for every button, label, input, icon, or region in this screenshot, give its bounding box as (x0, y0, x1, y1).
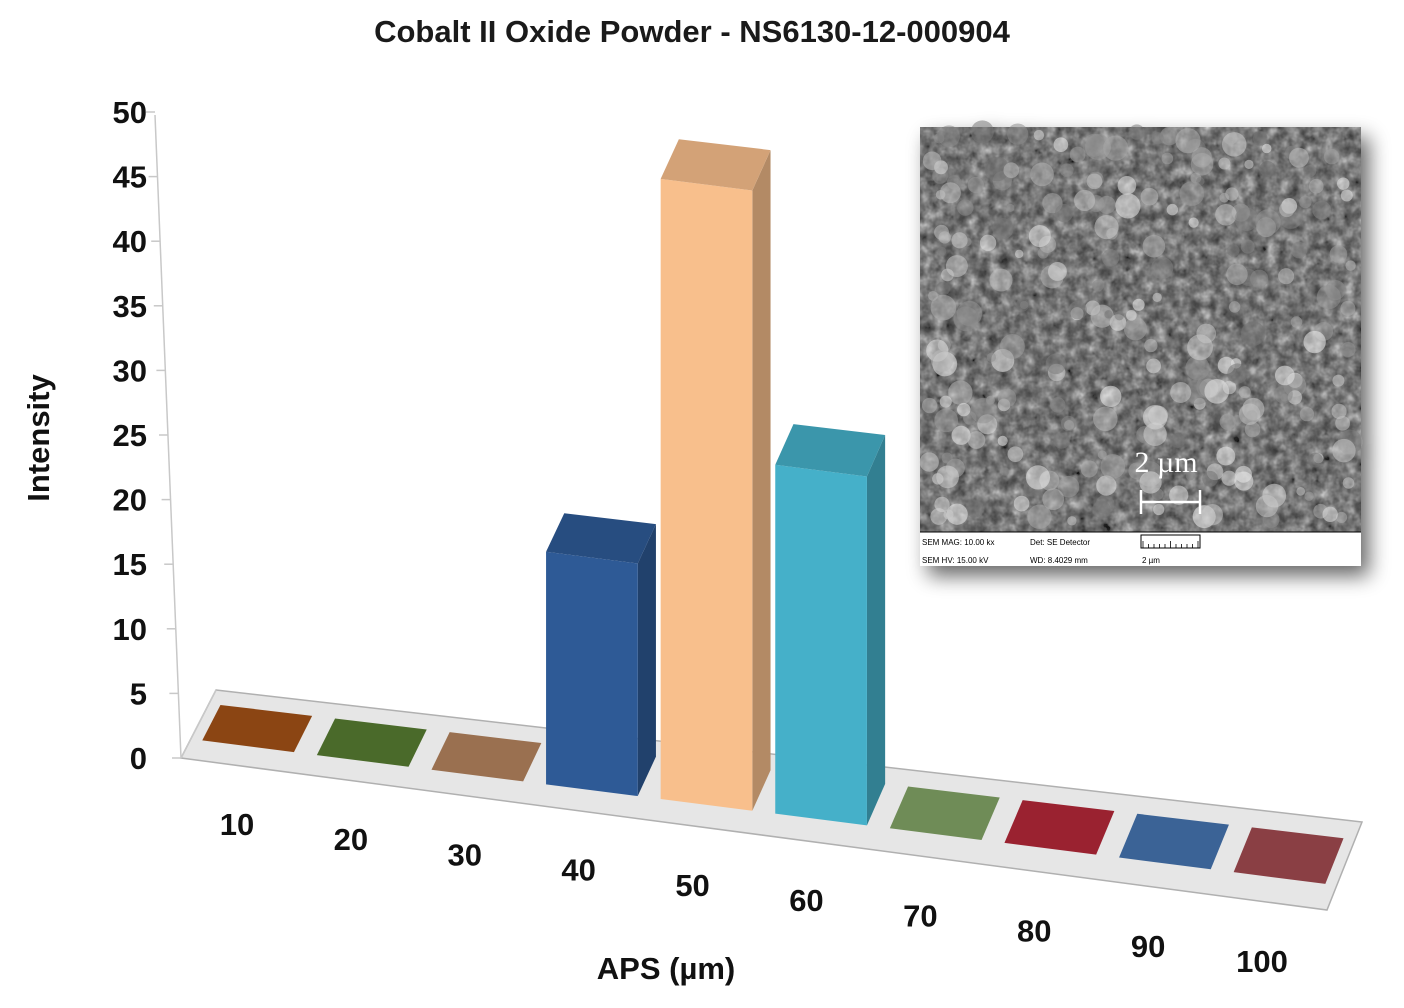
bar-60 (775, 424, 886, 826)
chart-title: Cobalt II Oxide Powder - NS6130-12-00090… (374, 14, 1011, 49)
bar-front-face (775, 464, 867, 826)
y-tick-label: 50 (113, 95, 147, 130)
bar-tile (1004, 800, 1115, 855)
bar-front-face (660, 178, 753, 811)
x-tick-label: 80 (1017, 914, 1051, 949)
bar-top-face (775, 424, 886, 477)
bar-tile (1233, 827, 1344, 884)
y-tick-label: 20 (113, 483, 147, 518)
x-axis-ticks: 10 20 30 40 50 60 70 80 90 100 (220, 807, 1288, 979)
bar-30 (431, 732, 542, 782)
x-axis-label: APS (µm) (597, 951, 735, 986)
x-tick-label: 30 (448, 837, 482, 872)
bar-70 (889, 786, 1000, 840)
bar-side-face (752, 150, 771, 811)
y-tick-label: 15 (113, 547, 147, 582)
bar-40 (546, 513, 656, 797)
y-tick-label: 35 (113, 289, 147, 324)
x-tick-label: 60 (789, 883, 823, 918)
x-tick-label: 40 (561, 853, 595, 888)
sem-wd-text: WD: 8.4029 mm (1030, 556, 1088, 565)
y-axis: 0 5 10 15 20 25 30 35 40 45 50 (113, 95, 217, 776)
sem-scale-label: 2 µm (1134, 446, 1197, 479)
x-tick-label: 20 (334, 822, 368, 857)
bar-side-face (637, 524, 656, 797)
x-tick-label: 90 (1131, 929, 1165, 964)
x-tick-label: 50 (675, 868, 709, 903)
y-tick-label: 30 (113, 353, 147, 388)
y-tick-label: 45 (113, 160, 147, 195)
bar-tile (202, 704, 313, 753)
y-axis-label: Intensity (21, 374, 56, 502)
bar-20 (316, 718, 427, 767)
bar-tile (1119, 813, 1229, 870)
bar-100 (1233, 827, 1344, 884)
sem-inset: 2 µm SEM MAG: 10.00 kx Det: SE Detector … (919, 120, 1363, 566)
sem-hv-text: SEM HV: 15.00 kV (922, 556, 989, 565)
x-tick-label: 70 (903, 898, 937, 933)
bar-top-face (546, 513, 656, 564)
bar-tile (316, 718, 427, 767)
sem-scale-text: 2 µm (1142, 556, 1160, 565)
x-tick-label: 10 (220, 807, 254, 842)
y-tick-label: 5 (130, 676, 147, 711)
x-tick-label: 100 (1236, 944, 1288, 979)
y-tick-label: 25 (113, 418, 147, 453)
y-tick-label: 40 (113, 224, 147, 259)
bar-90 (1119, 813, 1229, 870)
bar-80 (1004, 800, 1115, 855)
bar-10 (202, 704, 313, 753)
bar-tile (889, 786, 1000, 840)
bar-side-face (866, 435, 886, 826)
y-tick-label: 10 (113, 612, 147, 647)
bar-tile (431, 732, 542, 782)
sem-mag-text: SEM MAG: 10.00 kx (922, 538, 994, 547)
sem-detector-text: Det: SE Detector (1030, 538, 1090, 547)
bars (202, 139, 1344, 884)
bar-50 (660, 139, 771, 811)
bar-front-face (546, 551, 638, 797)
bar-top-face (660, 139, 771, 191)
y-tick-label: 0 (130, 741, 147, 776)
